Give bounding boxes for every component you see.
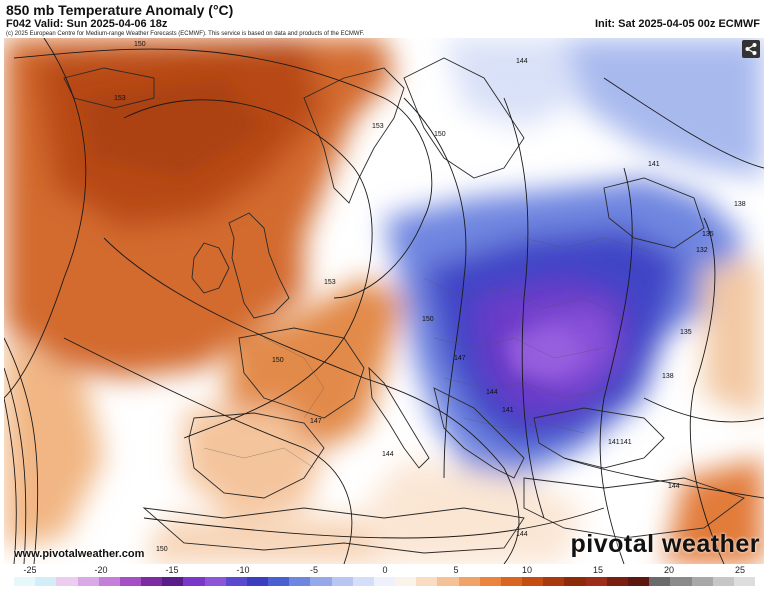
legend-swatch bbox=[162, 577, 184, 586]
contour-label: 144 bbox=[382, 451, 394, 458]
brand-logo: pivotal weather bbox=[570, 530, 760, 558]
ecmwf-credit: (c) 2025 European Centre for Medium-rang… bbox=[6, 31, 365, 37]
contour-label: 141 bbox=[502, 407, 514, 414]
legend-swatch bbox=[310, 577, 332, 586]
legend-swatch bbox=[289, 577, 311, 586]
legend-swatch bbox=[352, 577, 374, 586]
legend-swatch bbox=[56, 577, 78, 586]
contour-label: 135 bbox=[680, 329, 692, 336]
map-canvas: 150 153 153 150 144 141 138 135 132 153 … bbox=[4, 38, 764, 564]
legend-tick-label: -10 bbox=[236, 565, 250, 575]
legend-swatch bbox=[543, 577, 565, 586]
legend-swatch bbox=[627, 577, 650, 586]
map-title: 850 mb Temperature Anomaly (°C) bbox=[6, 2, 234, 18]
legend-swatch bbox=[183, 577, 205, 586]
legend-swatch bbox=[14, 577, 36, 586]
legend-swatch bbox=[268, 577, 290, 586]
contour-label: 150 bbox=[134, 41, 146, 48]
valid-time: F042 Valid: Sun 2025-04-06 18z bbox=[6, 18, 168, 30]
map-header: 850 mb Temperature Anomaly (°C) F042 Val… bbox=[0, 0, 768, 40]
legend-swatch bbox=[500, 577, 523, 586]
legend-swatch bbox=[225, 577, 247, 586]
legend-tick-label: 5 bbox=[453, 565, 459, 575]
contour-label: 144 bbox=[668, 483, 680, 490]
share-button[interactable] bbox=[742, 40, 760, 58]
contour-label: 141 bbox=[620, 439, 632, 446]
contour-label: 135 bbox=[702, 231, 714, 238]
legend-tick-label: 0 bbox=[382, 565, 388, 575]
legend-swatch bbox=[119, 577, 142, 586]
legend-swatch bbox=[564, 577, 586, 586]
legend-colorbar bbox=[14, 577, 756, 586]
contour-label: 138 bbox=[734, 201, 746, 208]
legend-swatch bbox=[35, 577, 57, 586]
legend-swatch bbox=[204, 577, 226, 586]
legend-tick-label: 25 bbox=[734, 565, 746, 575]
legend-swatch bbox=[373, 577, 396, 586]
contour-label: 150 bbox=[156, 546, 168, 553]
legend-swatch bbox=[479, 577, 501, 586]
contour-label: 147 bbox=[310, 418, 322, 425]
borders bbox=[203, 237, 655, 469]
legend-swatch bbox=[585, 577, 607, 586]
legend-tick-label: -5 bbox=[309, 565, 319, 575]
contour-label: 150 bbox=[272, 357, 284, 364]
legend-swatch bbox=[98, 577, 120, 586]
legend-swatch bbox=[649, 577, 671, 586]
legend-swatch bbox=[733, 577, 756, 586]
contour-label: 144 bbox=[516, 531, 528, 538]
contour-label: 138 bbox=[662, 373, 674, 380]
contour-label: 144 bbox=[486, 389, 498, 396]
legend-swatch bbox=[458, 577, 480, 586]
legend-swatch bbox=[77, 577, 99, 586]
contour-labels: 150 153 153 150 144 141 138 135 132 153 … bbox=[114, 41, 746, 553]
contour-label: 144 bbox=[516, 58, 528, 65]
legend-swatch bbox=[246, 577, 269, 586]
legend-swatch bbox=[395, 577, 417, 586]
legend-tick-label: -20 bbox=[94, 565, 108, 575]
legend-swatch bbox=[331, 577, 353, 586]
legend-tick-labels: -25 -20 -15 -10 -5 0 5 10 15 20 25 bbox=[0, 565, 768, 577]
legend-swatch bbox=[437, 577, 459, 586]
legend-swatch bbox=[670, 577, 692, 586]
contour-label: 141 bbox=[608, 439, 620, 446]
legend-swatch bbox=[691, 577, 713, 586]
contour-label: 153 bbox=[372, 123, 384, 130]
share-icon bbox=[745, 43, 757, 55]
contour-label: 153 bbox=[114, 95, 126, 102]
legend-swatch bbox=[606, 577, 628, 586]
contour-label: 147 bbox=[454, 355, 466, 362]
legend-swatch bbox=[141, 577, 163, 586]
site-url: www.pivotalweather.com bbox=[14, 548, 145, 560]
legend-swatch bbox=[416, 577, 438, 586]
legend-swatch bbox=[522, 577, 544, 586]
legend-tick-label: 15 bbox=[592, 565, 604, 575]
temperature-anomaly-map[interactable]: 150 153 153 150 144 141 138 135 132 153 … bbox=[4, 38, 764, 564]
legend-tick-label: -15 bbox=[165, 565, 179, 575]
legend-tick-label: -25 bbox=[23, 565, 37, 575]
legend-swatch bbox=[712, 577, 734, 586]
contour-label: 150 bbox=[434, 131, 446, 138]
contour-label: 132 bbox=[696, 247, 708, 254]
contour-label: 141 bbox=[648, 161, 660, 168]
contour-label: 153 bbox=[324, 279, 336, 286]
legend-tick-label: 10 bbox=[521, 565, 533, 575]
legend-tick-label: 20 bbox=[663, 565, 675, 575]
contour-label: 150 bbox=[422, 316, 434, 323]
init-time: Init: Sat 2025-04-05 00z ECMWF bbox=[594, 18, 760, 30]
